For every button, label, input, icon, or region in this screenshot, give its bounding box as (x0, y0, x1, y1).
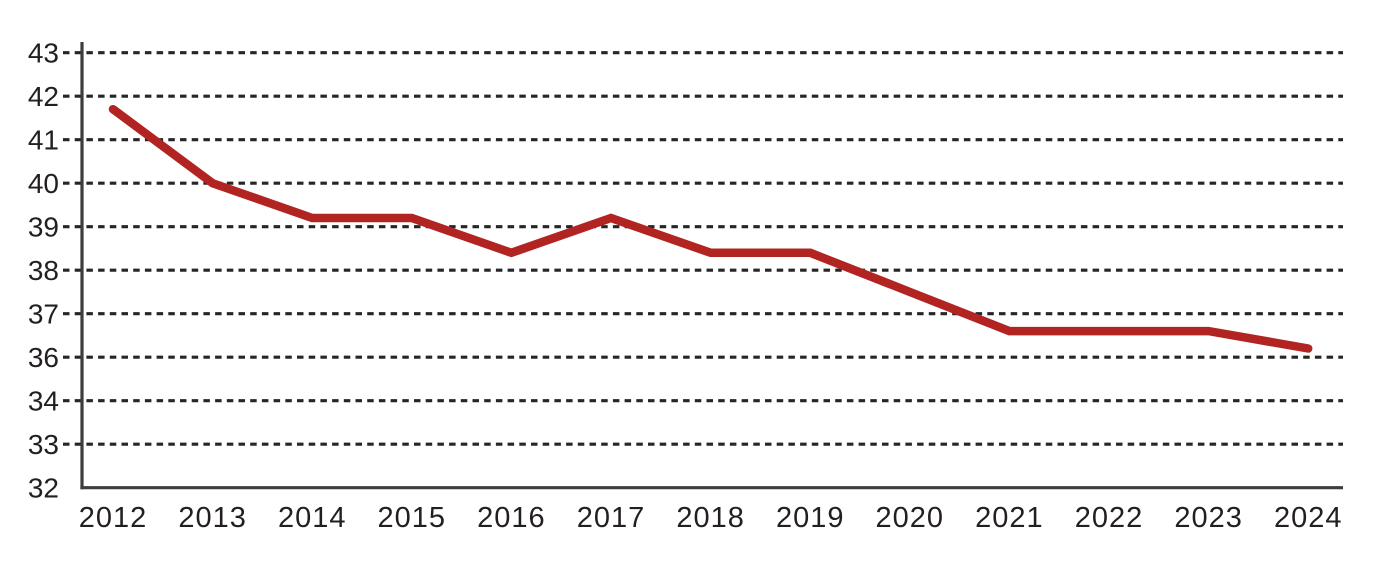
y-tick-label-43: 43 (28, 38, 59, 69)
x-tick-label-2012: 2012 (79, 502, 148, 534)
x-tick-label-2024: 2024 (1274, 502, 1343, 534)
x-tick-label-2017: 2017 (577, 502, 646, 534)
y-tick-label-39: 39 (28, 212, 59, 243)
x-tick-label-2020: 2020 (876, 502, 945, 534)
y-tick-label-37: 37 (28, 299, 59, 330)
y-tick-label-34: 34 (28, 386, 59, 417)
y-tick-label-38: 38 (28, 255, 59, 286)
x-tick-label-2019: 2019 (776, 502, 845, 534)
x-tick-label-2018: 2018 (676, 502, 745, 534)
x-tick-label-2016: 2016 (477, 502, 546, 534)
x-tick-label-2021: 2021 (975, 502, 1044, 534)
y-tick-label-36: 36 (28, 342, 59, 373)
y-tick-label-41: 41 (28, 125, 59, 156)
y-tick-label-33: 33 (28, 429, 59, 460)
data-line-rate (108, 104, 1313, 353)
y-tick-label-42: 42 (28, 81, 59, 112)
y-tick-label-40: 40 (28, 168, 59, 199)
x-tick-label-2022: 2022 (1075, 502, 1144, 534)
y-tick-label-32: 32 (28, 473, 59, 504)
x-tick-label-2014: 2014 (278, 502, 347, 534)
x-tick-label-2015: 2015 (378, 502, 447, 534)
x-tick-label-2013: 2013 (178, 502, 247, 534)
x-tick-label-2023: 2023 (1174, 502, 1243, 534)
